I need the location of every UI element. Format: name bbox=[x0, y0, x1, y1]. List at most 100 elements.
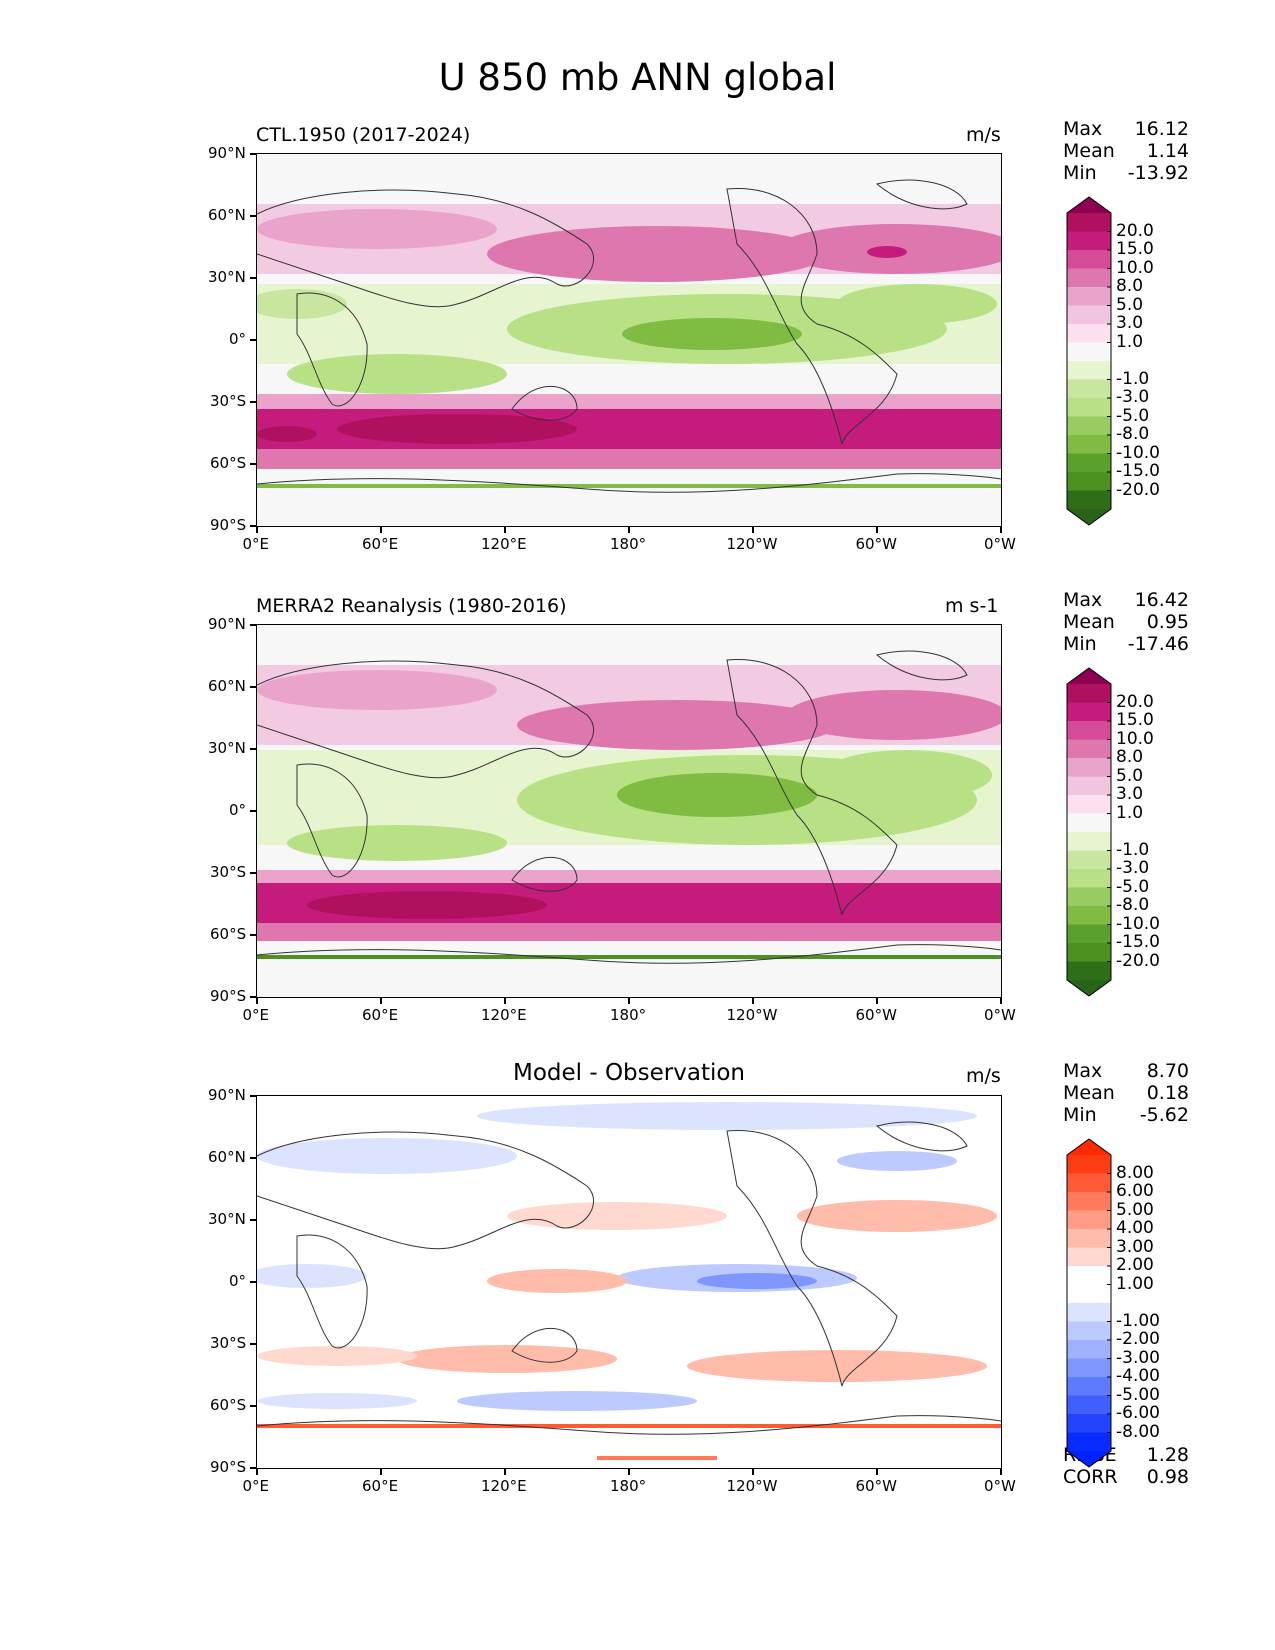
colorbar-label: -5.00 bbox=[1116, 1384, 1160, 1405]
stat-label: Mean bbox=[1063, 1082, 1115, 1104]
colorbar-label: 8.00 bbox=[1116, 1162, 1154, 1183]
figure-title: U 850 mb ANN global bbox=[438, 56, 837, 99]
x-tick-mark bbox=[876, 527, 878, 533]
colorbar-segment bbox=[1067, 776, 1111, 796]
y-tick-mark bbox=[250, 1343, 256, 1345]
y-tick-mark bbox=[250, 810, 256, 812]
stats-panel-2: Max 16.42 Mean 0.95 Min -17.46 bbox=[1063, 589, 1189, 655]
y-tick-label: 0° bbox=[229, 801, 247, 819]
x-tick-label: 60°E bbox=[362, 535, 399, 553]
stat-value: -5.62 bbox=[1139, 1104, 1189, 1126]
colorbar-label: 3.0 bbox=[1116, 313, 1144, 333]
colorbar-cap-bottom bbox=[1067, 509, 1111, 525]
colorbar-label: -1.00 bbox=[1116, 1310, 1160, 1331]
x-tick-label: 120°W bbox=[726, 1006, 778, 1024]
colorbar-cap-top bbox=[1067, 197, 1111, 213]
colorbar-label: 8.0 bbox=[1116, 276, 1144, 296]
y-tick-mark bbox=[250, 1157, 256, 1159]
colorbar-segment bbox=[1067, 1210, 1111, 1230]
x-tick-mark bbox=[628, 998, 630, 1004]
colorbar-outline bbox=[1066, 667, 1112, 997]
x-tick-label: 0°W bbox=[984, 1477, 1016, 1495]
y-tick-label: 60°N bbox=[208, 1148, 246, 1166]
colorbar-label: 5.00 bbox=[1116, 1199, 1154, 1220]
x-tick-mark bbox=[1000, 527, 1002, 533]
y-tick-label: 60°N bbox=[208, 206, 246, 224]
x-tick-label: 60°W bbox=[855, 1477, 897, 1495]
y-tick-mark bbox=[250, 277, 256, 279]
x-tick-label: 0°E bbox=[242, 535, 270, 553]
y-tick-label: 90°S bbox=[210, 1458, 247, 1476]
colorbar-segment bbox=[1067, 398, 1111, 417]
panel-units: m s-1 bbox=[945, 595, 999, 617]
y-tick-mark bbox=[250, 872, 256, 874]
colorbar-label: -15.0 bbox=[1116, 932, 1160, 952]
x-tick-label: 0°E bbox=[242, 1477, 270, 1495]
colorbar-label: -1.0 bbox=[1116, 839, 1150, 860]
x-tick-mark bbox=[876, 1469, 878, 1475]
y-tick-label: 90°N bbox=[208, 615, 246, 633]
x-tick-label: 0°E bbox=[242, 1006, 270, 1024]
y-tick-mark bbox=[250, 686, 256, 688]
stat-value: -13.92 bbox=[1127, 162, 1189, 184]
x-tick-label: 120°W bbox=[726, 535, 778, 553]
y-tick-label: 90°S bbox=[210, 987, 247, 1005]
colorbar-label: 2.00 bbox=[1116, 1255, 1154, 1275]
colorbar-segment bbox=[1067, 231, 1111, 251]
x-tick-mark bbox=[256, 998, 258, 1004]
colorbar-cap-top bbox=[1067, 668, 1111, 684]
colorbar-outline bbox=[1066, 196, 1112, 526]
colorbar-segment bbox=[1067, 1192, 1111, 1211]
x-tick-label: 0°W bbox=[984, 535, 1016, 553]
y-tick-label: 0° bbox=[229, 1272, 247, 1290]
colorbar-segment bbox=[1067, 1340, 1111, 1359]
colorbar-segment bbox=[1067, 324, 1111, 343]
colorbar-segment bbox=[1067, 721, 1111, 740]
x-tick-mark bbox=[504, 1469, 506, 1475]
colorbar-segment bbox=[1067, 1229, 1111, 1248]
y-tick-label: 60°S bbox=[210, 1396, 247, 1414]
y-tick-mark bbox=[250, 401, 256, 403]
stat-label: Mean bbox=[1063, 611, 1115, 633]
x-tick-label: 120°E bbox=[481, 535, 527, 553]
x-tick-label: 60°W bbox=[855, 535, 897, 553]
stat-label: Min bbox=[1063, 1104, 1097, 1126]
colorbar-segment bbox=[1067, 1395, 1111, 1415]
colorbar-segment bbox=[1067, 453, 1111, 473]
panel-title: CTL.1950 (2017-2024) bbox=[256, 124, 471, 146]
colorbar-segment bbox=[1067, 906, 1111, 925]
x-tick-label: 120°W bbox=[726, 1477, 778, 1495]
stats-panel-3: Max 8.70 Mean 0.18 Min -5.62 bbox=[1063, 1060, 1189, 1126]
stat-label: CORR bbox=[1063, 1466, 1118, 1488]
colorbar-label: 10.0 bbox=[1116, 728, 1154, 749]
colorbar-segment bbox=[1067, 943, 1111, 962]
stat-value: 16.42 bbox=[1134, 589, 1189, 611]
y-tick-label: 90°N bbox=[208, 144, 246, 162]
y-tick-mark bbox=[250, 1219, 256, 1221]
x-tick-label: 60°E bbox=[362, 1477, 399, 1495]
y-tick-mark bbox=[250, 1281, 256, 1283]
y-tick-label: 90°S bbox=[210, 516, 247, 534]
colorbar-segment bbox=[1067, 416, 1111, 436]
y-tick-mark bbox=[250, 215, 256, 217]
colorbar-label: 3.00 bbox=[1116, 1236, 1154, 1257]
colorbar-segment bbox=[1067, 1321, 1111, 1341]
colorbar: 20.0 15.0 10.0 8.0 5.0 3.0 1.0 -1.0 -3.0 -5.0 -8.0… bbox=[1066, 667, 1196, 997]
y-tick-label: 30°S bbox=[210, 1334, 247, 1352]
colorbar-label: -2.00 bbox=[1116, 1329, 1160, 1349]
colorbar-label: -8.00 bbox=[1116, 1421, 1160, 1442]
colorbar-segment bbox=[1067, 758, 1111, 777]
colorbar-segment bbox=[1067, 1266, 1111, 1285]
colorbar-svg bbox=[1066, 1138, 1112, 1468]
x-tick-mark bbox=[1000, 998, 1002, 1004]
colorbar-label: 10.0 bbox=[1116, 257, 1154, 278]
y-tick-label: 30°S bbox=[210, 863, 247, 881]
colorbar-label: 1.0 bbox=[1116, 802, 1144, 823]
stat-value: 8.70 bbox=[1146, 1060, 1189, 1082]
stat-value: 1.28 bbox=[1146, 1444, 1189, 1466]
colorbar-label: 20.0 bbox=[1116, 220, 1154, 241]
colorbar-cap-top bbox=[1067, 1139, 1111, 1155]
colorbar-segment bbox=[1067, 490, 1111, 510]
colorbar-label: -8.0 bbox=[1116, 895, 1150, 915]
